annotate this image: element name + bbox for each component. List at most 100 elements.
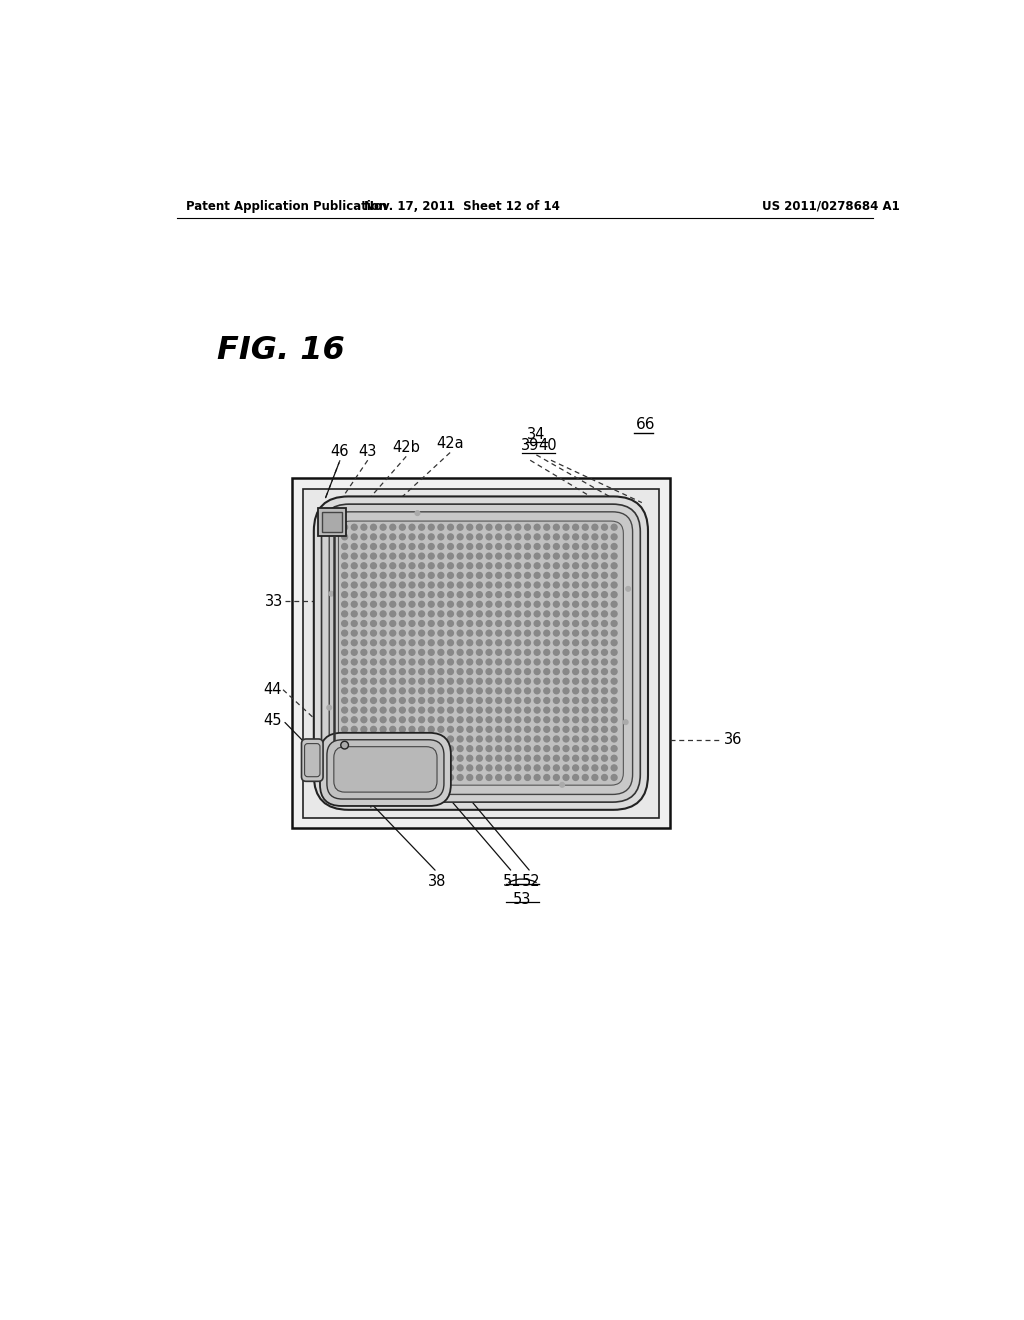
Circle shape <box>351 755 357 762</box>
Circle shape <box>476 582 482 587</box>
Circle shape <box>572 746 579 751</box>
Circle shape <box>563 688 569 694</box>
Circle shape <box>515 544 521 549</box>
Bar <box>292 478 670 829</box>
Circle shape <box>486 649 492 655</box>
Circle shape <box>399 553 406 560</box>
Circle shape <box>351 737 357 742</box>
Circle shape <box>351 602 357 607</box>
Circle shape <box>476 591 482 598</box>
Circle shape <box>583 688 588 694</box>
Circle shape <box>553 697 559 704</box>
Circle shape <box>419 775 425 780</box>
Circle shape <box>428 708 434 713</box>
Circle shape <box>553 649 559 655</box>
Circle shape <box>380 630 386 636</box>
Circle shape <box>467 746 473 751</box>
Circle shape <box>601 591 607 598</box>
Circle shape <box>572 708 579 713</box>
Circle shape <box>380 591 386 598</box>
Circle shape <box>486 764 492 771</box>
Circle shape <box>486 678 492 684</box>
Circle shape <box>611 708 617 713</box>
Circle shape <box>611 562 617 569</box>
Circle shape <box>486 659 492 665</box>
Circle shape <box>399 688 406 694</box>
Circle shape <box>380 524 386 531</box>
Circle shape <box>467 649 473 655</box>
Circle shape <box>592 591 598 598</box>
Circle shape <box>409 697 415 704</box>
Circle shape <box>360 708 367 713</box>
Circle shape <box>535 620 540 627</box>
Circle shape <box>544 678 550 684</box>
Circle shape <box>592 553 598 560</box>
Circle shape <box>535 573 540 578</box>
Circle shape <box>486 602 492 607</box>
Circle shape <box>611 582 617 587</box>
Circle shape <box>399 764 406 771</box>
Circle shape <box>351 649 357 655</box>
Circle shape <box>360 737 367 742</box>
Circle shape <box>457 562 463 569</box>
Circle shape <box>390 573 395 578</box>
Circle shape <box>496 582 502 587</box>
Circle shape <box>486 717 492 722</box>
Circle shape <box>505 717 511 722</box>
Circle shape <box>428 573 434 578</box>
Circle shape <box>601 611 607 616</box>
Circle shape <box>524 544 530 549</box>
Circle shape <box>390 717 395 722</box>
Circle shape <box>380 602 386 607</box>
Circle shape <box>515 746 521 751</box>
Circle shape <box>524 708 530 713</box>
Circle shape <box>583 562 588 569</box>
Circle shape <box>457 697 463 704</box>
Circle shape <box>399 524 406 531</box>
Circle shape <box>428 669 434 675</box>
Circle shape <box>601 726 607 733</box>
Circle shape <box>447 726 454 733</box>
Circle shape <box>505 659 511 665</box>
Circle shape <box>583 591 588 598</box>
Circle shape <box>438 708 443 713</box>
Circle shape <box>467 524 473 531</box>
Circle shape <box>553 602 559 607</box>
Circle shape <box>611 649 617 655</box>
Circle shape <box>380 669 386 675</box>
Circle shape <box>544 717 550 722</box>
Circle shape <box>447 775 454 780</box>
Circle shape <box>515 649 521 655</box>
Circle shape <box>399 717 406 722</box>
Circle shape <box>505 553 511 560</box>
Circle shape <box>399 775 406 780</box>
Circle shape <box>601 755 607 762</box>
Circle shape <box>515 755 521 762</box>
Circle shape <box>553 717 559 722</box>
Circle shape <box>572 688 579 694</box>
Circle shape <box>447 591 454 598</box>
Circle shape <box>409 737 415 742</box>
Circle shape <box>572 726 579 733</box>
Circle shape <box>611 591 617 598</box>
Circle shape <box>572 524 579 531</box>
Circle shape <box>428 746 434 751</box>
Circle shape <box>583 775 588 780</box>
Circle shape <box>572 640 579 645</box>
Circle shape <box>563 562 569 569</box>
Circle shape <box>524 764 530 771</box>
Circle shape <box>592 717 598 722</box>
Circle shape <box>371 755 377 762</box>
Text: 39: 39 <box>521 437 540 453</box>
Circle shape <box>457 553 463 560</box>
Circle shape <box>371 640 377 645</box>
Circle shape <box>486 708 492 713</box>
Circle shape <box>409 524 415 531</box>
Circle shape <box>360 582 367 587</box>
Circle shape <box>380 582 386 587</box>
Text: US 2011/0278684 A1: US 2011/0278684 A1 <box>763 199 900 213</box>
Circle shape <box>544 775 550 780</box>
Circle shape <box>457 649 463 655</box>
Circle shape <box>467 775 473 780</box>
Circle shape <box>428 726 434 733</box>
